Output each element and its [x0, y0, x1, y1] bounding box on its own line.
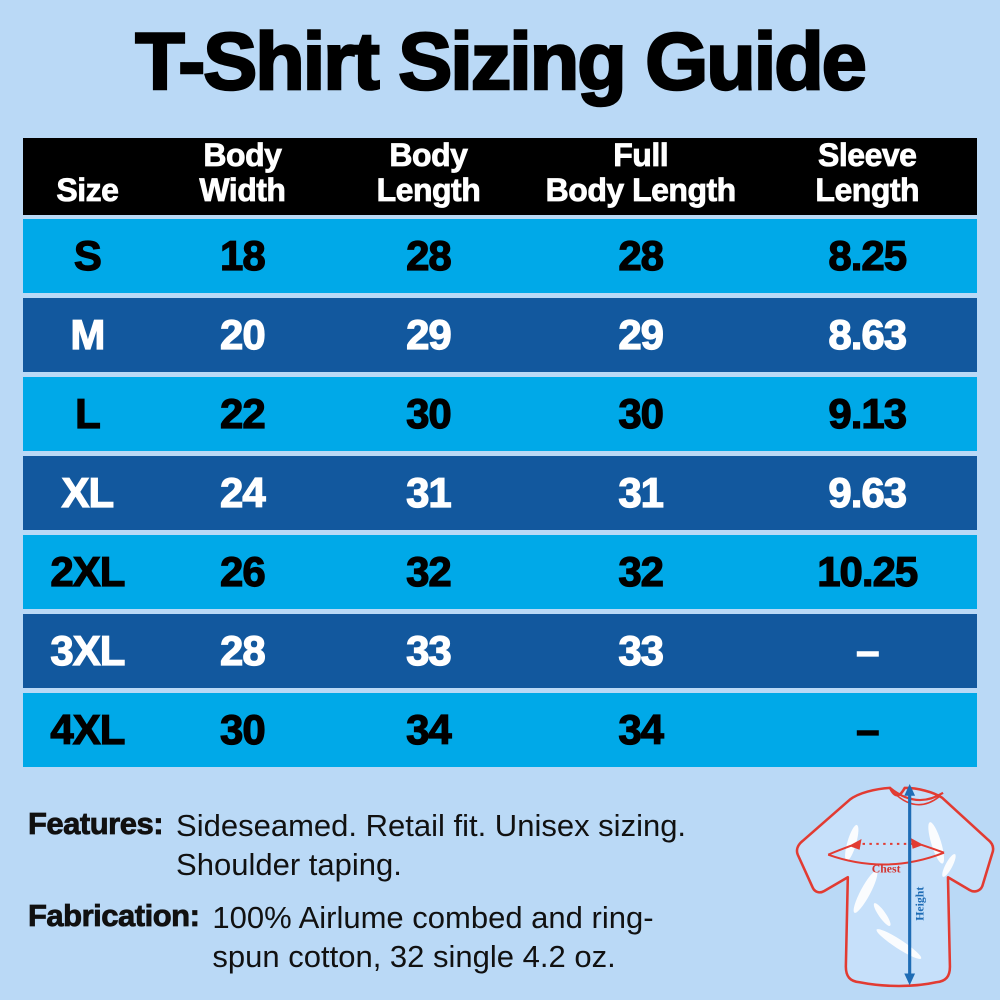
full-body-length-value: 29 [618, 310, 665, 358]
fabrication-label: Fabrication: [28, 898, 201, 934]
full-body-length-value: 33 [618, 626, 665, 674]
body-length-value: 30 [405, 389, 452, 437]
table-row-xl: XL 24 31 31 9.63 [23, 456, 977, 530]
size-value: L [74, 389, 101, 437]
column-header-full-body-length: Full Body Length [545, 137, 736, 209]
table-row-3xl: 3XL 28 33 33 – [23, 614, 977, 688]
features-text: Sideseamed. Retail fit. Unisex sizing. S… [176, 808, 687, 883]
table-header-row: Size Body Width Body Length Full Body Le… [23, 137, 977, 215]
body-length-value: 34 [405, 705, 452, 753]
full-body-length-value: 31 [618, 468, 665, 516]
height-arrow-top [904, 783, 916, 796]
size-value: 3XL [50, 626, 126, 674]
sleeve-length-value: 8.63 [828, 310, 908, 358]
body-length-value: 28 [405, 231, 452, 279]
sleeve-length-value: – [855, 705, 880, 753]
size-value: S [73, 231, 102, 279]
body-width-value: 20 [219, 310, 266, 358]
full-body-length-value: 30 [618, 389, 665, 437]
chest-arrow-right [910, 837, 924, 849]
size-value: M [70, 310, 106, 358]
column-header-body-width: Body Width [199, 137, 286, 209]
table-row-4xl: 4XL 30 34 34 – [23, 693, 977, 767]
sleeve-length-value: 8.25 [828, 231, 908, 279]
sleeve-length-value: – [855, 626, 880, 674]
column-header-size: Size [56, 172, 119, 209]
full-body-length-value: 28 [618, 231, 665, 279]
size-value: XL [61, 468, 115, 516]
column-header-sleeve-length: Sleeve Length [815, 137, 920, 209]
size-value: 4XL [50, 705, 126, 753]
body-length-value: 32 [405, 547, 452, 595]
features-label: Features: [28, 806, 164, 842]
body-length-value: 29 [405, 310, 452, 358]
sleeve-length-value: 9.63 [828, 468, 908, 516]
column-header-body-length: Body Length [376, 137, 481, 209]
chest-arrow-left [848, 838, 862, 850]
tshirt-measurement-diagram: Chest Height [795, 783, 995, 988]
collar-outline [889, 787, 944, 802]
fabrication-text: 100% Airlume combed and ring- spun cotto… [212, 900, 654, 975]
body-width-value: 28 [219, 626, 266, 674]
table-row-2xl: 2XL 26 32 32 10.25 [23, 535, 977, 609]
features-note: Features: Sideseamed. Retail fit. Unisex… [28, 806, 686, 885]
table-row-l: L 22 30 30 9.13 [23, 377, 977, 451]
full-body-length-value: 32 [618, 547, 665, 595]
size-table: Size Body Width Body Length Full Body Le… [23, 137, 977, 772]
body-width-value: 26 [219, 547, 266, 595]
full-body-length-value: 34 [618, 705, 665, 753]
body-length-value: 33 [405, 626, 452, 674]
page-title: T-Shirt Sizing Guide [134, 16, 868, 109]
body-width-value: 22 [219, 389, 266, 437]
body-width-value: 18 [219, 231, 266, 279]
chest-measure [827, 842, 945, 866]
collar-inner-line [893, 792, 940, 806]
table-row-m: M 20 29 29 8.63 [23, 298, 977, 372]
tshirt-outline [795, 786, 995, 988]
sleeve-length-value: 10.25 [817, 547, 919, 595]
body-width-value: 24 [219, 468, 266, 516]
sleeve-length-value: 9.13 [828, 389, 908, 437]
body-length-value: 31 [405, 468, 452, 516]
body-width-value: 30 [219, 705, 266, 753]
fabrication-note: Fabrication: 100% Airlume combed and rin… [28, 898, 654, 977]
size-value: 2XL [50, 547, 126, 595]
height-arrow-bottom [904, 973, 916, 986]
height-label: Height [913, 887, 926, 921]
chest-label: Chest [872, 862, 901, 875]
table-row-s: S 18 28 28 8.25 [23, 219, 977, 293]
